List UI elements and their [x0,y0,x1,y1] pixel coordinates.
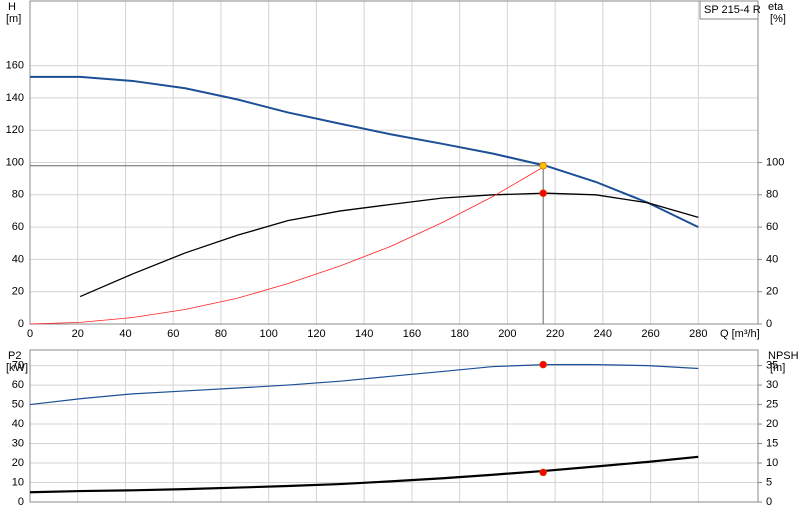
y-tick-label: 10 [12,476,24,488]
x-tick-label: 80 [215,328,227,340]
y2-axis-title: eta [768,1,784,13]
y2-tick-label: 0 [766,318,772,330]
curve [29,364,699,406]
y2-axis-unit: [m] [770,362,785,374]
pump-label-box [699,0,759,20]
plot-frame [29,0,759,325]
y-tick-label: 160 [6,60,24,72]
x-tick-label: 180 [450,328,468,340]
y-tick-label: 60 [12,379,24,391]
y2-tick-label: 30 [766,379,778,391]
y-tick-label: 20 [12,457,24,469]
y-tick-label: 140 [6,92,24,104]
y-tick-label: 60 [12,221,24,233]
y2-tick-label: 20 [766,418,778,430]
y2-tick-label: 100 [766,156,784,168]
y-tick-label: 70 [12,359,24,371]
x-tick-label: 20 [72,328,84,340]
curve [29,455,699,494]
x-tick-label: 120 [307,328,325,340]
y-tick-label: 120 [6,124,24,136]
y-tick-label: 30 [12,437,24,449]
y2-tick-label: 10 [766,457,778,469]
y-tick-label: 40 [12,418,24,430]
y-tick-label: 100 [6,156,24,168]
y2-tick-label: 60 [766,221,778,233]
y-axis-title: H [8,1,16,13]
x-tick-label: 100 [260,328,278,340]
x-tick-label: 240 [594,328,612,340]
x-tick-label: 280 [689,328,707,340]
y2-axis-unit: [%] [770,13,786,25]
y-tick-label: 0 [18,318,24,330]
x-tick-label: 260 [641,328,659,340]
duty-point [539,161,547,170]
x-tick-label: 0 [27,328,33,340]
y-axis-title: P2 [8,350,21,362]
x-tick-label: 140 [355,328,373,340]
duty-point [539,360,547,369]
y2-tick-label: 5 [766,476,772,488]
curve [30,75,699,229]
y-axis-unit: [m] [6,13,21,25]
y2-tick-label: 0 [766,496,772,508]
x-tick-label: 40 [119,328,131,340]
y2-tick-label: 35 [766,359,778,371]
y2-tick-label: 80 [766,189,778,201]
curve [29,165,546,325]
y-axis-unit: [kW] [6,362,28,374]
duty-point [539,189,547,197]
x-axis-title: Q [m³/h] [720,328,760,340]
x-tick-label: 220 [546,328,564,340]
y-tick-label: 50 [12,398,24,410]
y2-axis-title: NPSH [768,350,799,362]
x-tick-label: 60 [167,328,179,340]
duty-point [539,468,547,477]
y-tick-label: 20 [12,286,24,298]
y2-tick-label: 40 [766,253,778,265]
y2-tick-label: 25 [766,398,778,410]
y-tick-label: 0 [18,496,24,508]
x-tick-label: 200 [498,328,516,340]
curve [79,192,699,298]
plot-frame [29,349,759,503]
y-tick-label: 80 [12,189,24,201]
y2-tick-label: 20 [766,286,778,298]
y2-tick-label: 15 [766,437,778,449]
pump-label: SP 215-4 R [704,4,761,16]
x-tick-label: 160 [403,328,421,340]
y-tick-label: 40 [12,253,24,265]
